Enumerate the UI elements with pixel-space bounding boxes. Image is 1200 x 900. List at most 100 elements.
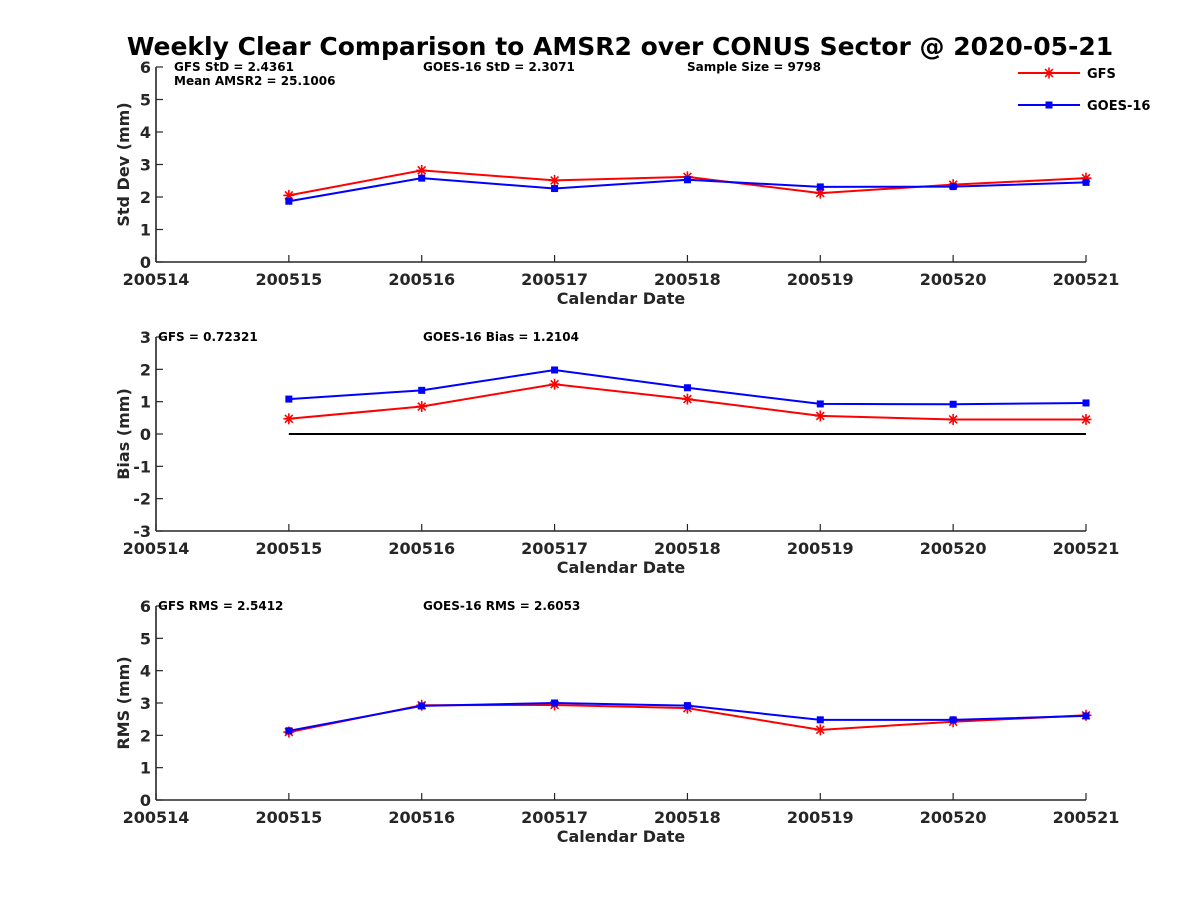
data-point <box>418 174 426 182</box>
x-tick-label: 200514 <box>123 270 190 289</box>
y-axis-label: Std Dev (mm) <box>114 102 133 226</box>
series-goes-16 <box>285 366 1090 408</box>
x-axis-label: Calendar Date <box>557 827 686 846</box>
x-tick-label: 200516 <box>388 539 455 558</box>
y-tick-label: 4 <box>140 662 151 681</box>
x-tick-label: 200518 <box>654 270 721 289</box>
subplot-3: 0 1 2 3 4 5 6 200514 200515 200516 200517 200518 200… <box>114 597 1119 846</box>
data-point <box>949 716 957 724</box>
x-tick-label: 200519 <box>787 808 854 827</box>
data-point <box>816 400 824 408</box>
data-point <box>418 702 426 710</box>
data-point <box>551 699 559 707</box>
x-tick-label: 200515 <box>255 270 322 289</box>
data-point <box>1082 712 1090 720</box>
data-point <box>416 401 428 413</box>
data-point <box>285 727 293 735</box>
y-tick-label: 1 <box>140 221 151 240</box>
y-tick-label: -3 <box>133 522 151 541</box>
x-tick-label: 200518 <box>654 539 721 558</box>
stat-annotation: GOES-16 StD = 2.3071 <box>423 60 575 74</box>
y-tick-label: 5 <box>140 629 151 648</box>
data-point <box>285 197 293 205</box>
series-goes-16 <box>285 174 1090 205</box>
y-tick-label: 1 <box>140 393 151 412</box>
y-tick-label: 3 <box>140 156 151 175</box>
y-tick-label: -2 <box>133 490 151 509</box>
stat-annotation: Mean AMSR2 = 25.1006 <box>174 74 335 88</box>
y-tick-label: 0 <box>140 253 151 272</box>
data-point <box>683 702 691 710</box>
data-point <box>816 183 824 191</box>
subplot-1: 0 1 2 3 4 5 6 200514 200515 200516 200517 200518 200… <box>114 58 1119 308</box>
legend-label-gfs: GFS <box>1087 67 1116 82</box>
data-point <box>814 410 826 422</box>
y-tick-label: 3 <box>140 694 151 713</box>
data-point <box>285 395 293 403</box>
data-point <box>947 413 959 425</box>
subplot-2: -3 -2 -1 0 1 2 3 200514 200515 200516 200517 200518… <box>114 328 1119 577</box>
data-point <box>1082 178 1090 186</box>
x-tick-label: 200519 <box>787 539 854 558</box>
data-point <box>551 366 559 374</box>
stat-annotation: GOES-16 RMS = 2.6053 <box>423 599 580 613</box>
data-point <box>418 386 426 394</box>
y-tick-label: 6 <box>140 58 151 77</box>
x-tick-label: 200516 <box>388 270 455 289</box>
legend-marker-gfs-glyph <box>1043 67 1055 79</box>
legend: GFS GOES-16 <box>1018 67 1150 114</box>
x-tick-label: 200517 <box>521 808 588 827</box>
y-tick-label: 2 <box>140 188 151 207</box>
x-tick-label: 200518 <box>654 808 721 827</box>
y-tick-label: 3 <box>140 328 151 347</box>
y-tick-label: 0 <box>140 425 151 444</box>
y-axis-label: RMS (mm) <box>114 656 133 749</box>
y-tick-label: 2 <box>140 726 151 745</box>
series-gfs <box>283 378 1092 425</box>
x-tick-label: 200520 <box>920 808 987 827</box>
x-tick-label: 200515 <box>255 539 322 558</box>
y-tick-label: 5 <box>140 91 151 110</box>
data-point <box>1082 399 1090 407</box>
data-point <box>1080 413 1092 425</box>
data-point <box>681 393 693 405</box>
y-tick-label: 1 <box>140 759 151 778</box>
series-goes-16 <box>285 699 1090 735</box>
data-point <box>549 378 561 390</box>
stat-annotation: GFS StD = 2.4361 <box>174 60 294 74</box>
x-tick-label: 200521 <box>1053 270 1120 289</box>
y-tick-label: 2 <box>140 360 151 379</box>
y-tick-label: 4 <box>140 123 151 142</box>
legend-marker-goes16 <box>1045 101 1053 109</box>
legend-label-goes16: GOES-16 <box>1087 99 1150 114</box>
x-axis-label: Calendar Date <box>557 558 686 577</box>
chart-title: Weekly Clear Comparison to AMSR2 over CO… <box>127 32 1113 61</box>
data-point <box>283 413 295 425</box>
data-point <box>949 400 957 408</box>
x-tick-label: 200517 <box>521 270 588 289</box>
x-tick-label: 200520 <box>920 539 987 558</box>
y-tick-label: -1 <box>133 457 151 476</box>
x-tick-label: 200515 <box>255 808 322 827</box>
data-point <box>551 185 559 193</box>
data-point <box>683 176 691 184</box>
data-point <box>549 174 561 186</box>
x-tick-label: 200517 <box>521 539 588 558</box>
y-tick-label: 6 <box>140 597 151 616</box>
x-tick-label: 200521 <box>1053 808 1120 827</box>
legend-marker-gfs <box>1043 67 1055 79</box>
x-tick-label: 200514 <box>123 808 190 827</box>
data-point <box>949 183 957 191</box>
x-tick-label: 200520 <box>920 270 987 289</box>
stat-annotation: GFS = 0.72321 <box>158 330 258 344</box>
data-point <box>814 724 826 736</box>
data-point <box>683 384 691 392</box>
x-tick-label: 200514 <box>123 539 190 558</box>
stat-annotation: GOES-16 Bias = 1.2104 <box>423 330 579 344</box>
x-axis-label: Calendar Date <box>557 289 686 308</box>
x-tick-label: 200516 <box>388 808 455 827</box>
x-tick-label: 200519 <box>787 270 854 289</box>
stat-annotation: Sample Size = 9798 <box>687 60 821 74</box>
